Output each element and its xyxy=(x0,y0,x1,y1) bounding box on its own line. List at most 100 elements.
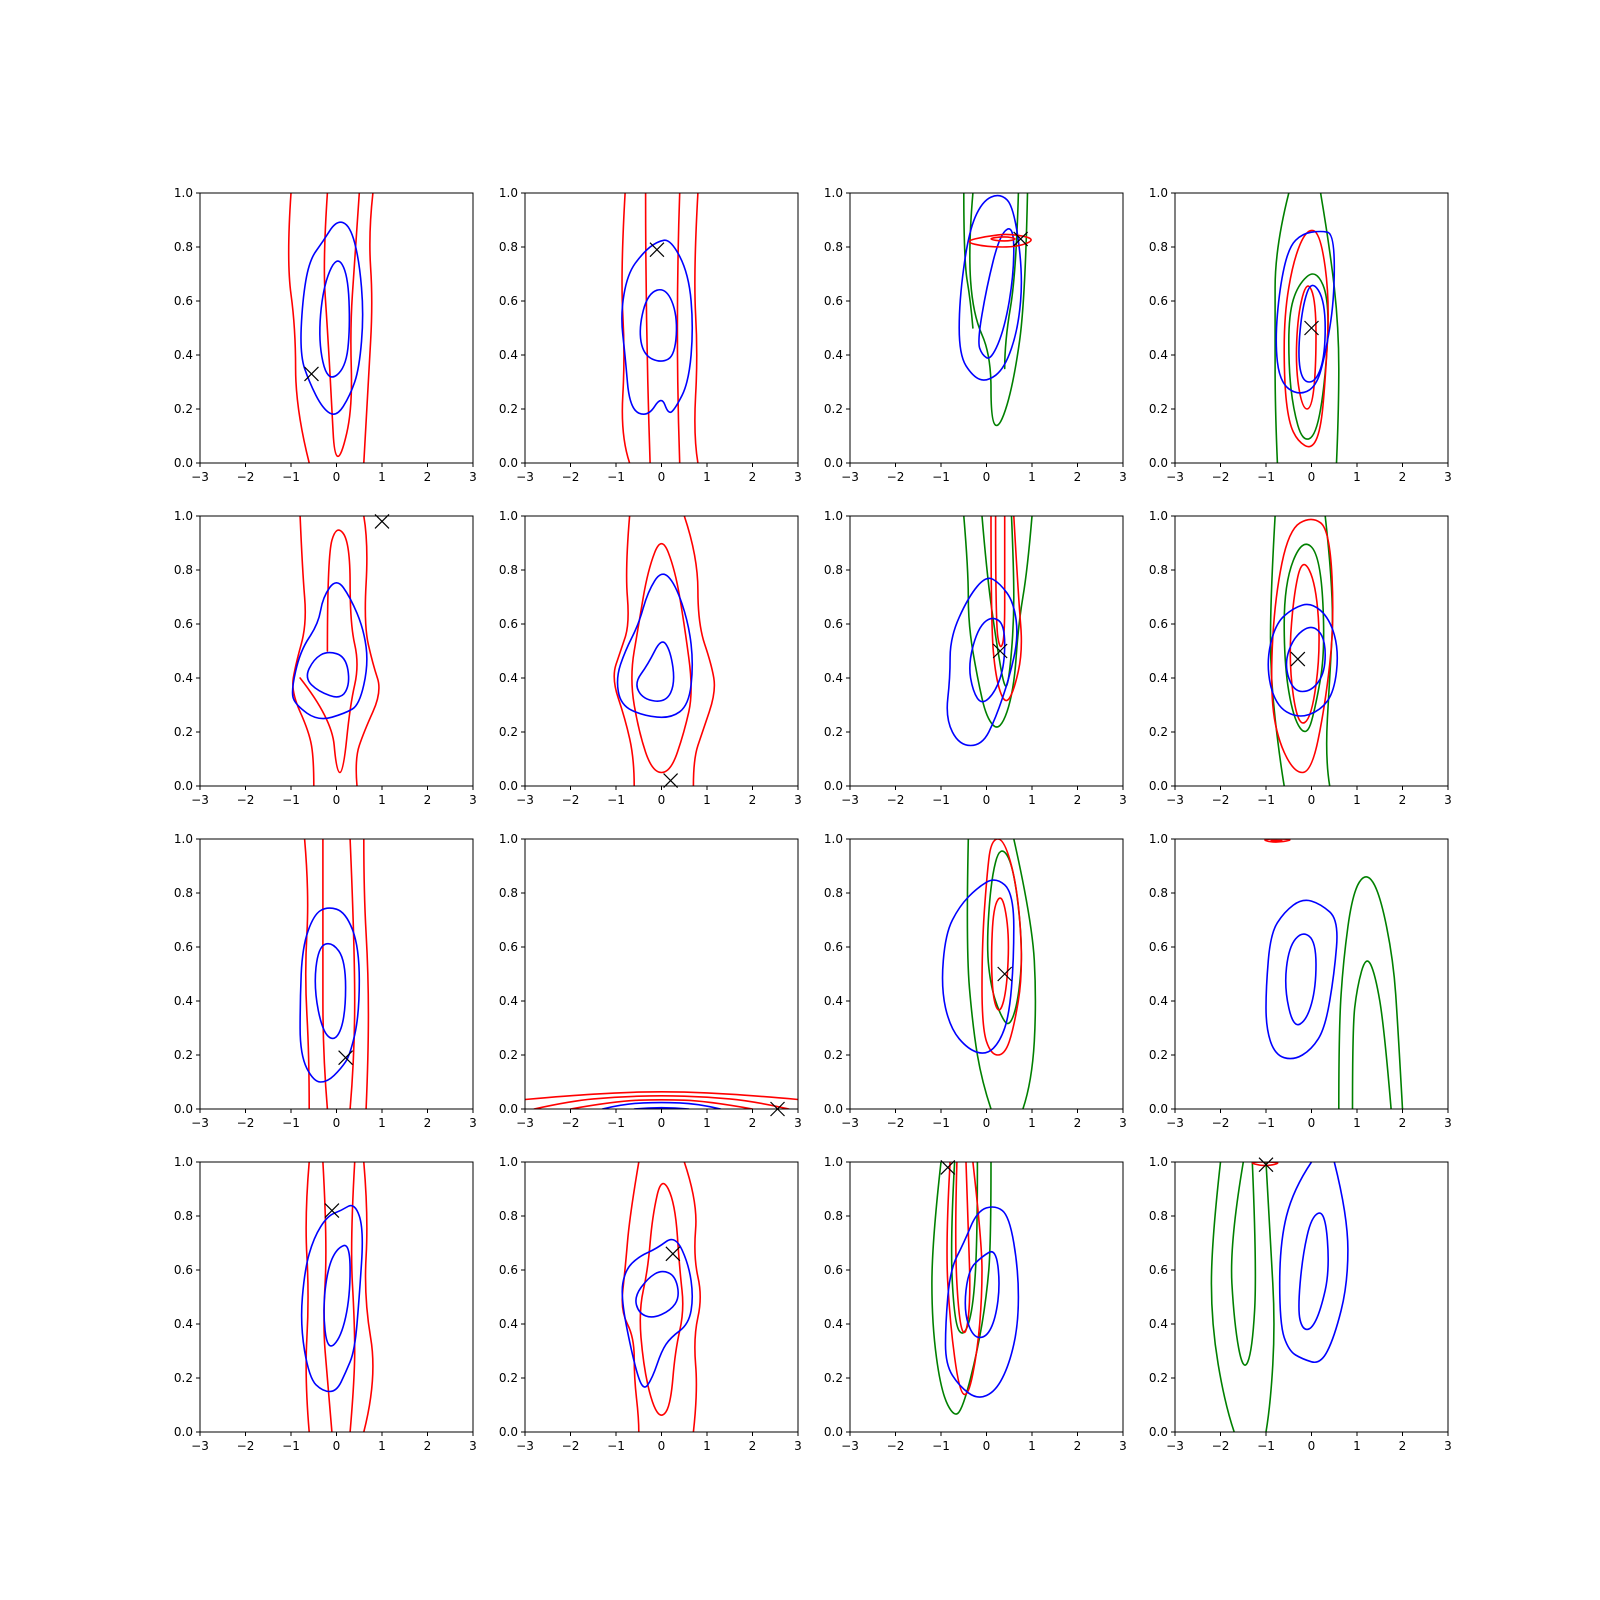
y-tick-label: 0.8 xyxy=(824,563,843,577)
blue-contour-5 xyxy=(946,577,1018,747)
red-contour-4 xyxy=(1270,518,1334,774)
y-tick-label: 0.4 xyxy=(174,994,193,1008)
subplot-14: −3 −2 −1 0 1 2 3 0.0 0.2 0.4 0.6 0.8 1.0 xyxy=(499,1155,802,1453)
x-marker-1 xyxy=(663,773,679,789)
subplot-5: −3 −2 −1 0 1 2 3 0.0 0.2 0.4 0.6 0.8 1.0 xyxy=(174,509,477,807)
x-tick-label: −3 xyxy=(516,793,534,807)
y-tick-label: 0.2 xyxy=(499,1371,518,1385)
x-tick-label: −1 xyxy=(1257,1116,1275,1130)
y-tick-label: 0.8 xyxy=(174,563,193,577)
contour-lines xyxy=(946,516,1033,747)
y-tick-label: 0.4 xyxy=(1149,671,1168,685)
subplot-4: −3 −2 −1 0 1 2 3 0.0 0.2 0.4 0.6 0.8 1.0 xyxy=(1149,186,1452,484)
x-marker-1 xyxy=(997,966,1013,982)
subplot-6: −3 −2 −1 0 1 2 3 0.0 0.2 0.4 0.6 0.8 1.0 xyxy=(499,509,802,807)
x-tick-label: −3 xyxy=(1166,470,1184,484)
green-contour-2 xyxy=(981,516,1015,687)
x-tick-label: 2 xyxy=(424,1116,432,1130)
x-tick-label: 1 xyxy=(1353,470,1361,484)
green-contour-1 xyxy=(966,839,992,1109)
y-tick-label: 0.4 xyxy=(1149,994,1168,1008)
x-tick-label: 1 xyxy=(1353,1439,1361,1453)
x-tick-label: −3 xyxy=(191,470,209,484)
y-tick-label: 1.0 xyxy=(174,509,193,523)
y-tick-label: 0.6 xyxy=(824,1263,843,1277)
x-tick-label: 1 xyxy=(1028,793,1036,807)
y-tick-label: 0.8 xyxy=(499,1209,518,1223)
red-contour-2 xyxy=(683,516,716,786)
y-tick-label: 0.2 xyxy=(1149,402,1168,416)
red-contour-5 xyxy=(1295,285,1317,410)
x-tick-label: 2 xyxy=(1074,1116,1082,1130)
x-tick-label: −3 xyxy=(1166,1439,1184,1453)
red-contour-2 xyxy=(694,193,699,463)
axes-frame xyxy=(524,192,799,464)
x-tick-label: −2 xyxy=(1212,470,1230,484)
x-tick-label: 1 xyxy=(1028,1439,1036,1453)
blue-contour-6 xyxy=(314,942,347,1040)
x-tick-label: 1 xyxy=(378,793,386,807)
subplot-2: −3 −2 −1 0 1 2 3 0.0 0.2 0.4 0.6 0.8 1.0 xyxy=(499,186,802,484)
x-tick-label: −1 xyxy=(1257,1439,1275,1453)
y-tick-label: 0.6 xyxy=(499,294,518,308)
contour-lines xyxy=(287,193,374,463)
y-tick-label: 0.6 xyxy=(1149,294,1168,308)
y-tick-label: 0.0 xyxy=(499,779,518,793)
red-contour-2 xyxy=(533,1095,790,1109)
y-tick-label: 0.8 xyxy=(499,886,518,900)
x-tick-label: −1 xyxy=(607,1439,625,1453)
x-tick-label: −1 xyxy=(1257,470,1275,484)
y-tick-label: 0.6 xyxy=(824,617,843,631)
subplot-3: −3 −2 −1 0 1 2 3 0.0 0.2 0.4 0.6 0.8 1.0 xyxy=(824,186,1127,484)
x-marker-1 xyxy=(649,242,665,258)
blue-contour-7 xyxy=(1298,284,1326,383)
green-contour-3 xyxy=(1338,876,1404,1109)
red-contour-1 xyxy=(292,516,315,786)
x-tick-label: −1 xyxy=(282,1116,300,1130)
x-tick-label: 2 xyxy=(424,793,432,807)
contour-lines xyxy=(1264,839,1404,1109)
red-contour-4 xyxy=(1283,229,1329,448)
red-contour-2 xyxy=(355,516,380,786)
red-contour-1 xyxy=(621,1162,640,1432)
red-contour-2 xyxy=(1270,839,1283,843)
blue-contour-5 xyxy=(306,651,350,698)
x-marker-1 xyxy=(324,1203,340,1219)
x-tick-label: 3 xyxy=(469,1116,477,1130)
x-tick-label: 1 xyxy=(1353,793,1361,807)
x-tick-label: 3 xyxy=(469,1439,477,1453)
x-tick-label: 3 xyxy=(794,1439,802,1453)
x-tick-label: 3 xyxy=(1444,793,1452,807)
red-contour-3 xyxy=(990,516,1023,702)
red-contour-2 xyxy=(363,839,370,1109)
red-contour-2 xyxy=(363,1162,374,1432)
green-contour-1 xyxy=(931,1162,992,1415)
x-tick-label: 0 xyxy=(333,1439,341,1453)
red-contour-1 xyxy=(613,516,635,786)
x-marker-1 xyxy=(665,1246,681,1262)
y-tick-label: 0.0 xyxy=(174,456,193,470)
blue-contour-6 xyxy=(323,1244,351,1347)
blue-contour-6 xyxy=(969,617,1006,703)
y-tick-label: 1.0 xyxy=(499,832,518,846)
x-tick-label: 3 xyxy=(1119,1439,1127,1453)
x-tick-label: 3 xyxy=(1119,793,1127,807)
y-tick-label: 0.2 xyxy=(824,402,843,416)
x-tick-label: −2 xyxy=(887,1116,905,1130)
y-tick-label: 0.0 xyxy=(499,1102,518,1116)
x-tick-label: −1 xyxy=(932,470,950,484)
x-tick-label: 0 xyxy=(658,1116,666,1130)
blue-contour-4 xyxy=(621,1238,694,1388)
red-contour-4 xyxy=(954,1162,971,1334)
blue-contour-6 xyxy=(1275,230,1336,394)
x-tick-label: −1 xyxy=(282,470,300,484)
x-tick-label: −1 xyxy=(282,1439,300,1453)
x-tick-label: −3 xyxy=(516,1116,534,1130)
red-contour-1 xyxy=(525,1091,798,1101)
x-tick-label: 1 xyxy=(703,470,711,484)
axes-frame xyxy=(199,515,474,787)
red-contour-2 xyxy=(683,1162,701,1432)
y-tick-label: 0.2 xyxy=(499,725,518,739)
y-tick-label: 0.0 xyxy=(174,779,193,793)
